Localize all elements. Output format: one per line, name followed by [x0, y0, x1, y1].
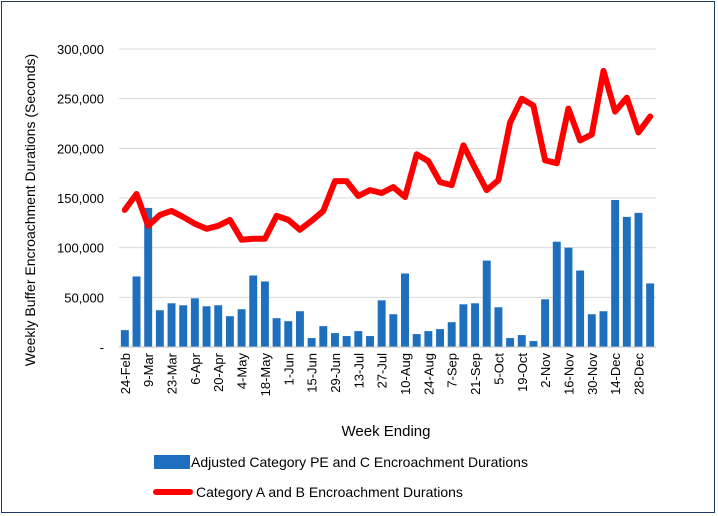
x-axis-title: Week Ending — [342, 423, 431, 440]
x-tick-label: 27-Jul — [375, 353, 390, 389]
y-tick-label: 300,000 — [57, 42, 104, 57]
x-tick-label: 9-Mar — [141, 352, 156, 387]
bar — [120, 330, 129, 347]
bar — [237, 309, 246, 347]
y-tick-label: 100,000 — [57, 241, 104, 256]
bar — [225, 316, 234, 347]
x-axis-ticks: 24-Feb 9-Mar 23-Mar 6-Apr 20-Apr 4-May 18-May 1… — [118, 352, 647, 396]
bar — [494, 307, 503, 347]
bar — [634, 212, 643, 347]
bar — [552, 241, 561, 347]
bar — [436, 329, 445, 347]
bar — [284, 321, 293, 347]
bar — [412, 334, 421, 347]
y-tick-label: 250,000 — [57, 92, 104, 107]
bar — [541, 299, 550, 347]
y-tick-label: - — [100, 340, 104, 355]
bar — [401, 273, 409, 347]
gridlines — [119, 48, 656, 298]
bar — [377, 300, 386, 347]
x-tick-label: 13-Jul — [351, 353, 366, 389]
x-tick-label: 24-Feb — [118, 353, 133, 394]
bar — [132, 276, 141, 347]
bar — [319, 326, 328, 347]
bar — [447, 322, 456, 347]
x-tick-label: 10-Aug — [398, 353, 413, 395]
bar — [144, 207, 153, 347]
x-tick-label: 14-Dec — [608, 353, 623, 395]
bar — [202, 306, 211, 347]
x-tick-label: 6-Apr — [188, 352, 203, 384]
bar — [587, 314, 596, 347]
x-tick-label: 7-Sep — [445, 353, 460, 388]
series-line — [121, 67, 654, 243]
bar — [307, 338, 316, 347]
y-tick-label: 50,000 — [64, 290, 104, 305]
bar — [330, 333, 339, 347]
x-tick-label: 19-Oct — [515, 353, 530, 392]
bar — [249, 275, 258, 347]
bar — [214, 305, 223, 347]
x-tick-label: 21-Sep — [468, 353, 483, 395]
bar — [167, 303, 176, 347]
bar — [272, 318, 281, 347]
bar — [622, 216, 631, 347]
line-series-a-b — [121, 67, 654, 243]
bar — [155, 310, 164, 347]
x-tick-label: 30-Nov — [585, 353, 600, 395]
y-axis-title: Weekly Buffer Encroachment Durations (Se… — [22, 54, 38, 366]
legend-label-bar: Adjusted Category PE and C Encroachment … — [191, 454, 528, 470]
x-tick-label: 28-Dec — [631, 353, 646, 395]
bar — [564, 247, 573, 347]
bar — [190, 298, 199, 347]
legend-label-line: Category A and B Encroachment Durations — [196, 484, 463, 500]
legend: Adjusted Category PE and C Encroachment … — [153, 454, 528, 500]
x-tick-label: 24-Aug — [421, 353, 436, 395]
bar — [389, 314, 398, 347]
legend-swatch-bar — [154, 455, 190, 469]
bar — [611, 199, 620, 347]
bar — [599, 311, 608, 347]
y-axis-ticks: - 50,000 100,000 150,000 200,000 250,000 300,0… — [57, 42, 104, 355]
x-tick-label: 1-Jun — [281, 353, 296, 386]
bar — [646, 283, 655, 347]
bar — [506, 338, 515, 347]
x-tick-label: 2-Nov — [538, 353, 553, 388]
bar — [260, 281, 269, 347]
bar — [529, 341, 538, 347]
bar-series-pe-c — [120, 199, 655, 347]
y-tick-label: 200,000 — [57, 141, 104, 156]
bar — [482, 260, 491, 347]
bar — [517, 335, 526, 347]
x-tick-label: 23-Mar — [165, 352, 180, 394]
x-tick-label: 20-Apr — [211, 352, 226, 392]
bar — [179, 305, 188, 347]
bar — [354, 331, 363, 347]
bar — [471, 303, 480, 347]
x-tick-label: 15-Jun — [305, 353, 320, 393]
bar — [576, 270, 585, 347]
x-tick-label: 4-May — [235, 353, 250, 390]
x-tick-label: 16-Nov — [561, 353, 576, 395]
x-tick-label: 18-May — [258, 353, 273, 397]
bar — [424, 331, 433, 347]
bar — [342, 336, 351, 347]
y-tick-label: 150,000 — [57, 191, 104, 206]
x-tick-label: 5-Oct — [491, 353, 506, 385]
bar — [459, 304, 468, 347]
x-tick-label: 29-Jun — [328, 353, 343, 393]
bar — [366, 336, 374, 347]
bar — [295, 311, 304, 347]
